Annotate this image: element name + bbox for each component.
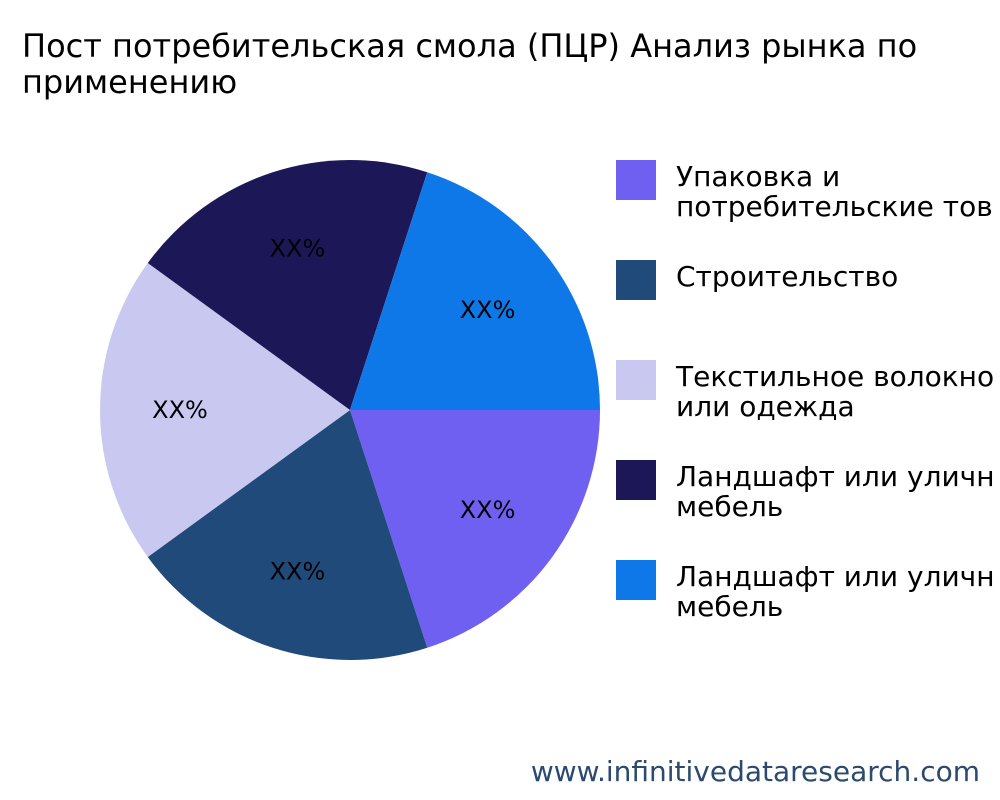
legend-item: Строительство: [616, 260, 1000, 360]
chart-title: Пост потребительская смола (ПЦР) Анализ …: [22, 27, 918, 101]
legend-label: Строительство: [676, 260, 899, 293]
legend-label: Ландшафт или уличн мебель: [676, 460, 995, 523]
pie-slice: [350, 410, 600, 648]
pie-slice: [147, 160, 428, 410]
pie-slice: [100, 263, 350, 557]
legend-label: Ландшафт или уличн мебель: [676, 560, 995, 623]
legend-label: Текстильное волокно или одежда: [676, 360, 995, 423]
legend-item: Упаковка и потребительские тов: [616, 160, 1000, 260]
legend-item: Ландшафт или уличн мебель: [616, 560, 1000, 660]
footer-url[interactable]: www.infinitivedataresearch.com: [530, 755, 980, 788]
legend-swatch: [616, 260, 656, 300]
slice-data-label: XX%: [270, 558, 326, 586]
slice-data-label: XX%: [460, 496, 516, 524]
pie-slice: [147, 410, 428, 660]
slice-data-label: XX%: [270, 234, 326, 262]
legend-item: Текстильное волокно или одежда: [616, 360, 1000, 460]
legend-swatch: [616, 460, 656, 500]
legend-label: Упаковка и потребительские тов: [676, 160, 993, 223]
slice-data-label: XX%: [152, 396, 208, 424]
slice-data-label: XX%: [460, 296, 516, 324]
pie-slice: [350, 172, 600, 410]
legend-swatch: [616, 560, 656, 600]
legend-item: Ландшафт или уличн мебель: [616, 460, 1000, 560]
legend: Упаковка и потребительские тов Строительс…: [616, 160, 1000, 660]
legend-swatch: [616, 360, 656, 400]
legend-swatch: [616, 160, 656, 200]
